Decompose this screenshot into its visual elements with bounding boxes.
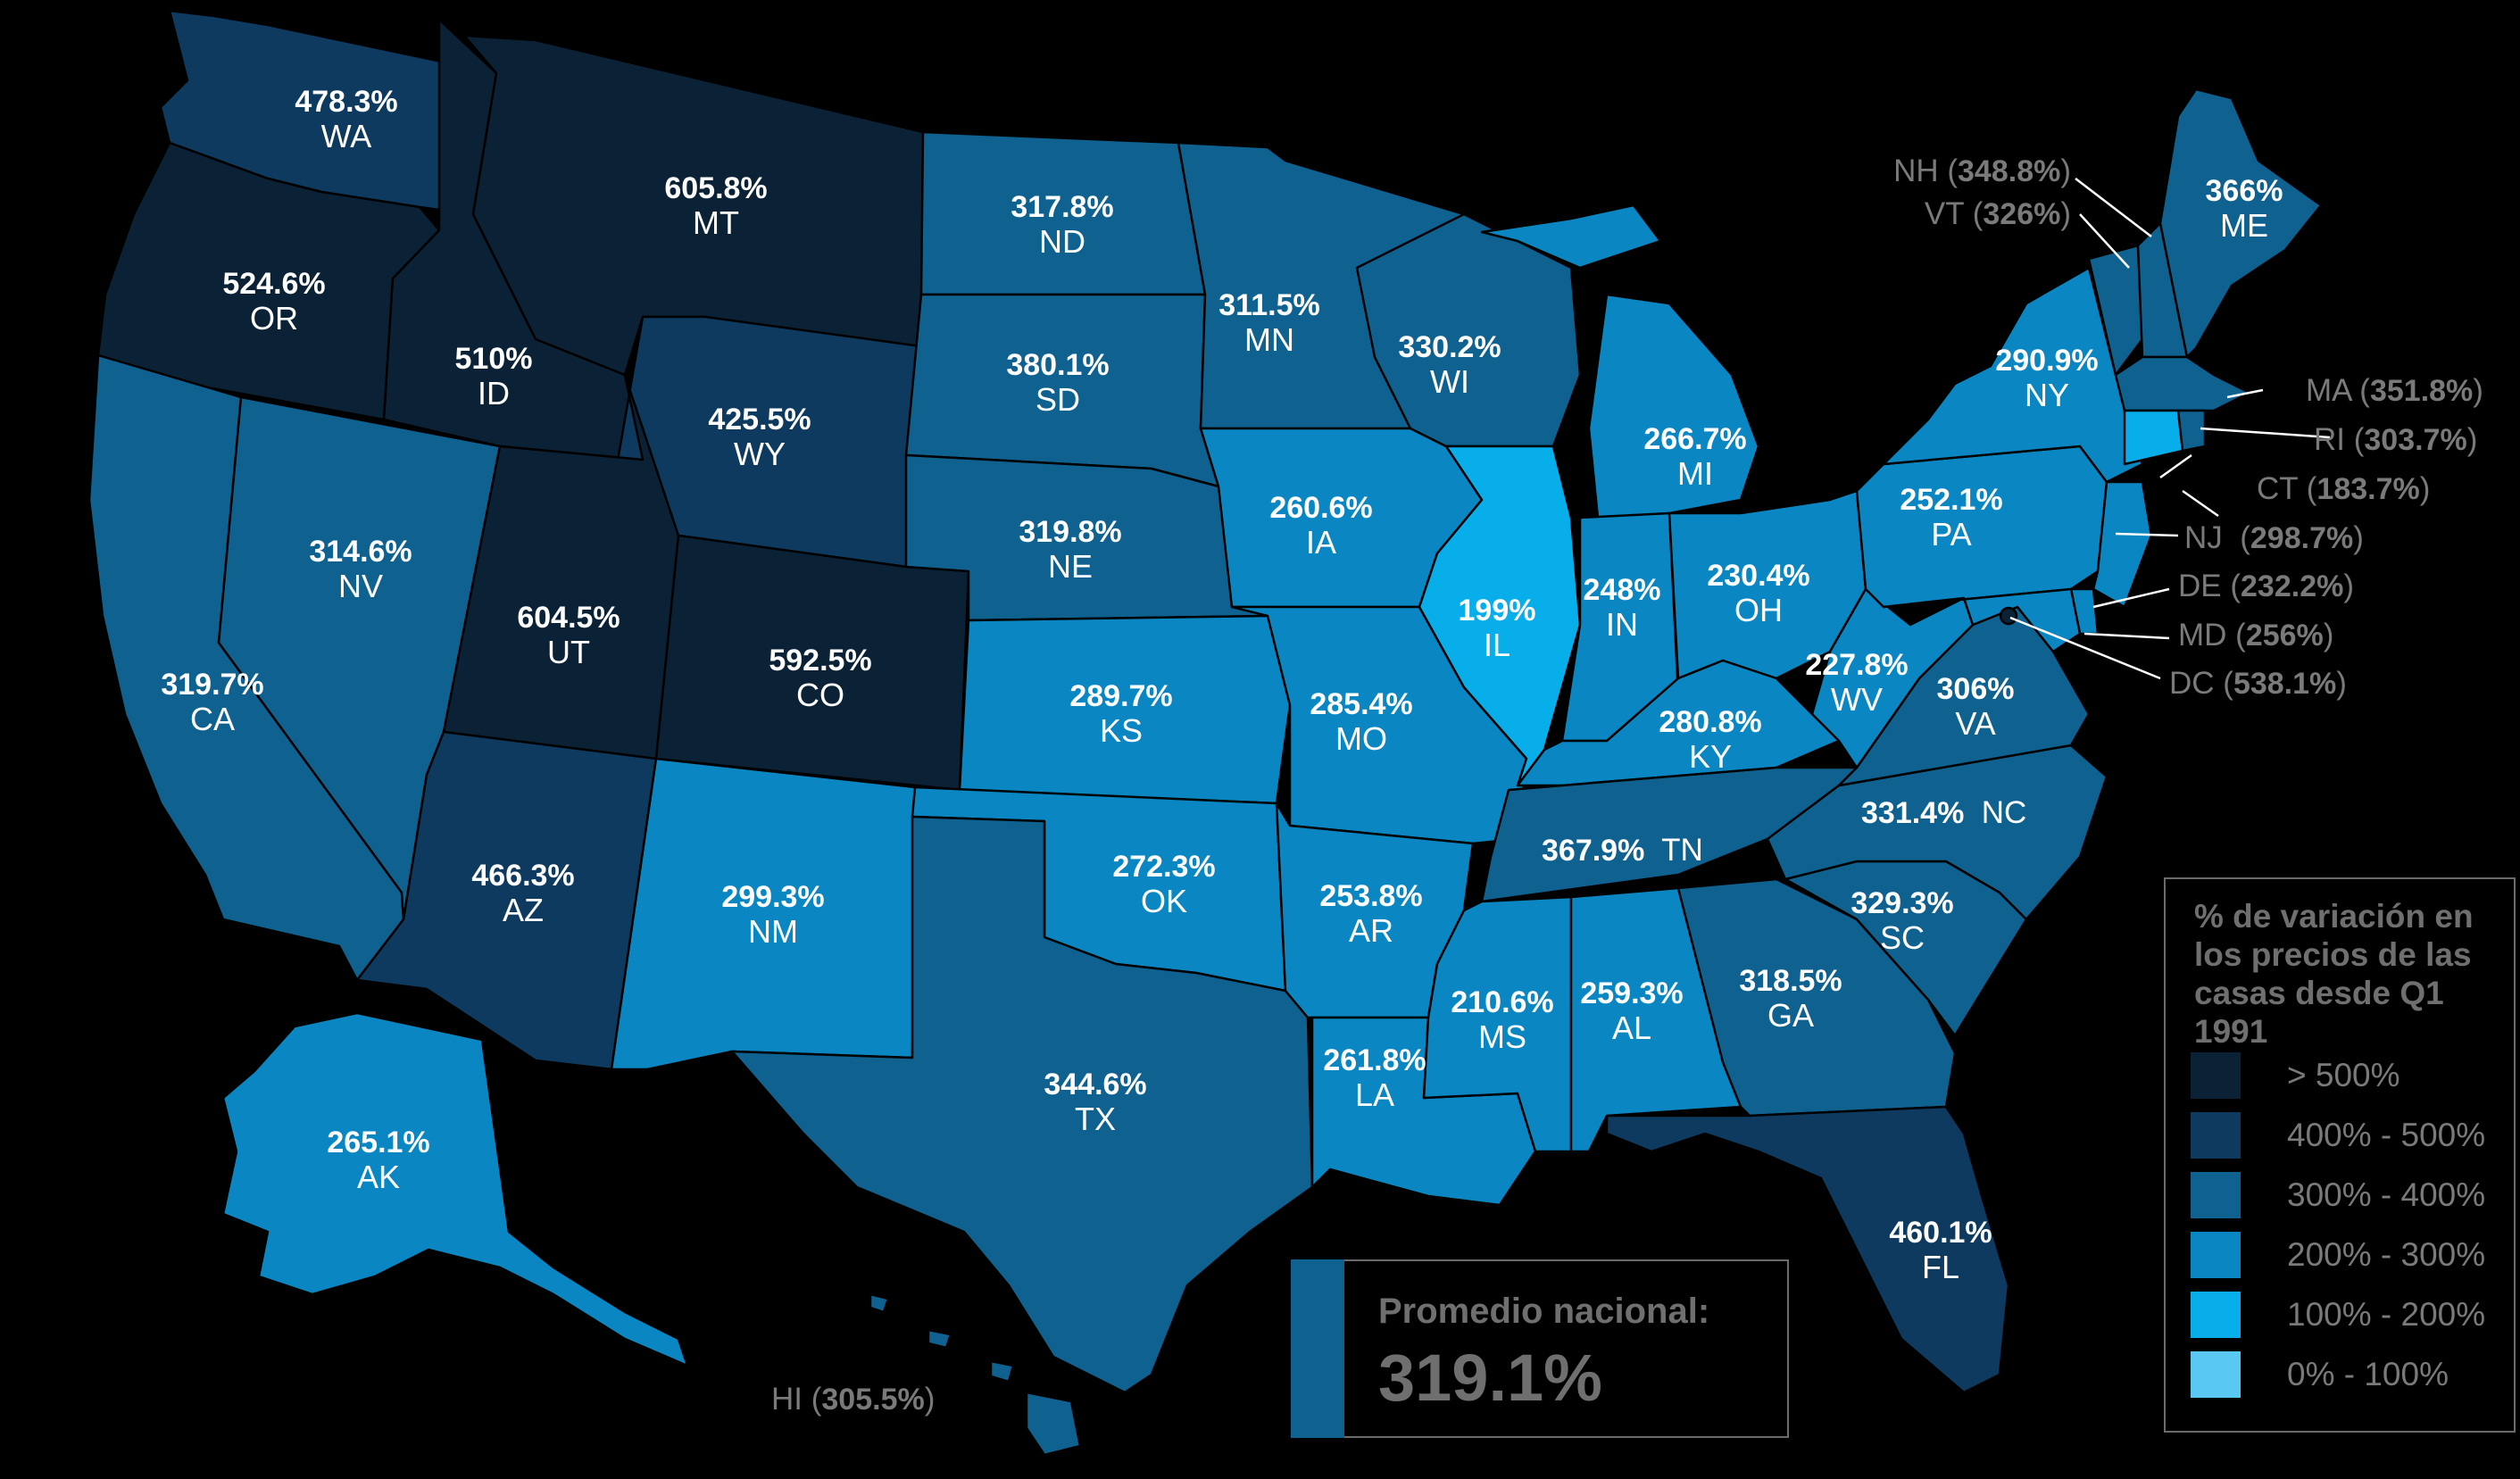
callout-VT-abbr: VT: [1924, 196, 1964, 231]
state-MA[interactable]: [2114, 355, 2251, 412]
state-AK[interactable]: [221, 1011, 689, 1367]
label-TN: 367.9% TN: [1542, 833, 1703, 868]
callout-MA-abbr: MA: [2306, 373, 2351, 408]
state-CT[interactable]: [2123, 409, 2184, 466]
callout-MD-value: 256%: [2245, 619, 2324, 652]
label-NC: 331.4% NC: [1861, 795, 2026, 831]
state-TX[interactable]: [730, 815, 1314, 1394]
state-PA[interactable]: [1855, 445, 2108, 609]
callout-CT: CT (183.7%): [2257, 471, 2431, 506]
callout-NH-abbr: NH: [1893, 154, 1939, 188]
national-average-label: Promedio nacional:: [1378, 1292, 1710, 1331]
national-average-box: Promedio nacional: 319.1%: [1291, 1259, 1789, 1438]
callout-DC-value: 538.1%: [2233, 667, 2337, 701]
legend-swatch: [2191, 1292, 2241, 1338]
state-GA[interactable]: [1676, 877, 1957, 1118]
callout-MA: MA (351.8%): [2306, 373, 2483, 408]
callout-VT: VT (326%): [1924, 196, 2071, 231]
callout-RI-value: 303.7%: [2364, 423, 2467, 457]
callout-DC: DC (538.1%): [2169, 666, 2347, 701]
legend-label: 0% - 100%: [2287, 1356, 2449, 1392]
legend-label: 200% - 300%: [2287, 1236, 2486, 1273]
state-HI[interactable]: [869, 1292, 1082, 1457]
legend: % de variación en los precios de las cas…: [2164, 877, 2516, 1433]
callout-NJ: NJ (298.7%): [2184, 520, 2364, 555]
state-FL[interactable]: [1605, 1105, 2010, 1394]
callout-MA-value: 351.8%: [2369, 374, 2474, 408]
national-average-value: 319.1%: [1378, 1341, 1602, 1415]
callout-NJ-abbr: NJ: [2184, 520, 2223, 555]
legend-swatch: [2191, 1112, 2241, 1159]
callout-CT-value: 183.7%: [2316, 472, 2420, 506]
label-TN-value: 367.9%: [1542, 834, 1645, 868]
callout-leaders: [2009, 178, 2331, 680]
state-RI[interactable]: [2176, 409, 2207, 453]
label-NC-abbr: NC: [1981, 795, 2027, 830]
callout-CT-abbr: CT: [2257, 471, 2299, 506]
callout-HI-value: 305.5%: [821, 1383, 925, 1417]
callout-RI-abbr: RI: [2314, 422, 2345, 457]
label-NC-value: 331.4%: [1861, 796, 1965, 830]
callout-DE-abbr: DE: [2178, 569, 2222, 603]
state-MD[interactable]: [1882, 587, 2082, 653]
legend-title: % de variación en los precios de las cas…: [2194, 898, 2474, 1050]
legend-label: 100% - 200%: [2287, 1296, 2486, 1333]
legend-swatch: [2191, 1172, 2241, 1218]
label-TN-abbr: TN: [1661, 833, 1703, 868]
state-ME[interactable]: [2158, 87, 2323, 359]
legend-label: 300% - 400%: [2287, 1176, 2486, 1213]
legend-swatch: [2191, 1232, 2241, 1278]
legend-swatch: [2191, 1052, 2241, 1099]
callout-NH-value: 348.8%: [1958, 154, 2061, 188]
national-average-swatch: [1291, 1259, 1344, 1438]
state-WI[interactable]: [1355, 212, 1582, 448]
state-ND[interactable]: [919, 130, 1207, 296]
legend-label: 400% - 500%: [2287, 1117, 2486, 1153]
legend-swatch: [2191, 1351, 2241, 1398]
callout-DE: DE (232.2%): [2178, 569, 2354, 603]
callout-MD: MD (256%): [2178, 618, 2334, 652]
state-CO[interactable]: [654, 534, 970, 792]
callout-DE-value: 232.2%: [2241, 569, 2344, 603]
state-NJ[interactable]: [2092, 480, 2153, 609]
callout-VT-value: 326%: [1983, 197, 2061, 231]
state-KS[interactable]: [958, 614, 1292, 805]
callout-HI: HI (305.5%): [771, 1382, 936, 1417]
callout-DC-abbr: DC: [2169, 666, 2215, 701]
legend-label: > 500%: [2287, 1057, 2400, 1093]
callout-NJ-value: 298.7%: [2250, 521, 2354, 555]
state-DC[interactable]: [1999, 606, 2018, 626]
state-NM[interactable]: [610, 757, 917, 1071]
callout-NH: NH (348.8%): [1893, 154, 2071, 188]
callout-RI: RI (303.7%): [2314, 422, 2478, 457]
callout-MD-abbr: MD: [2178, 618, 2227, 652]
state-IL[interactable]: [1418, 445, 1582, 787]
callout-HI-abbr: HI: [771, 1382, 803, 1417]
state-MI[interactable]: [1480, 204, 1760, 519]
